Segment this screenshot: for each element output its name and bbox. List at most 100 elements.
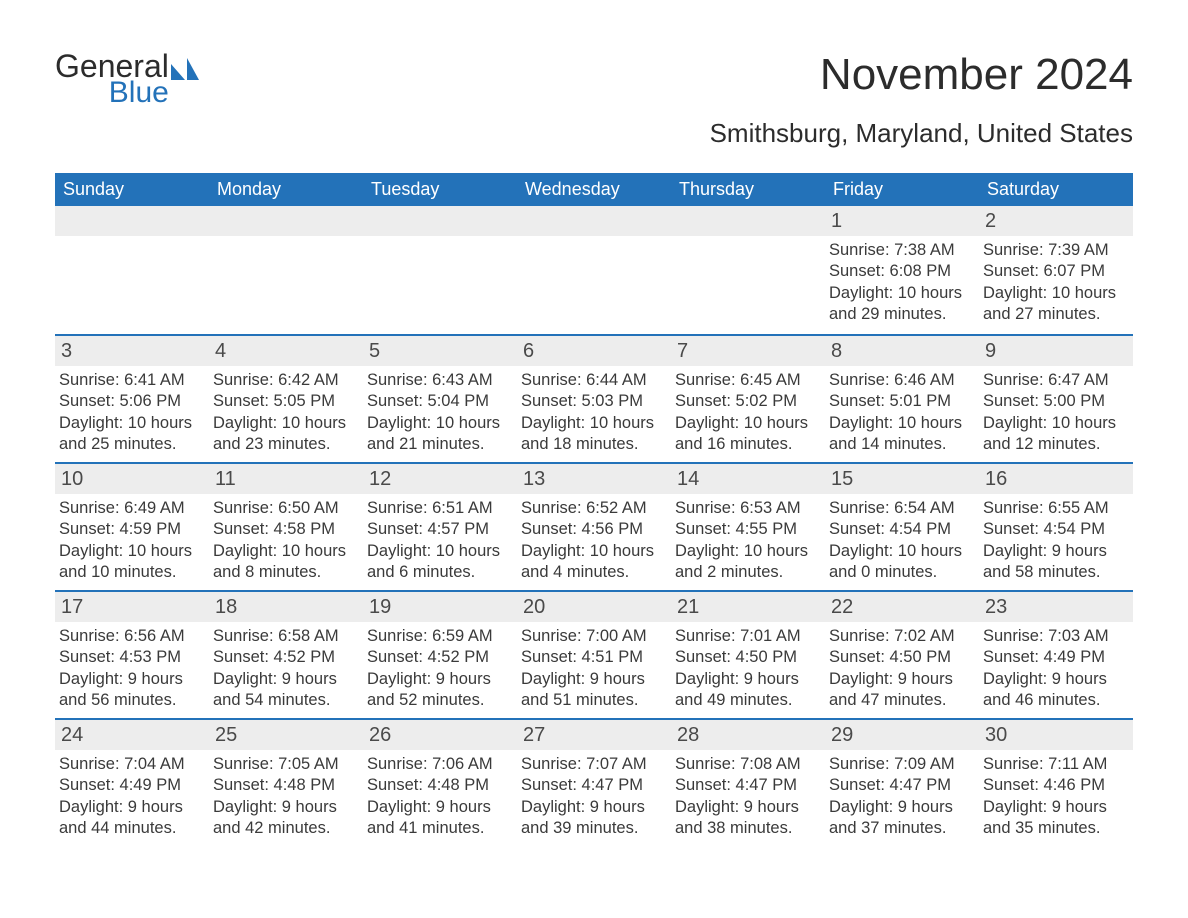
cell-line-day2: and 46 minutes. [983, 690, 1129, 711]
day-number: 11 [209, 464, 363, 494]
cell-line-sunset: Sunset: 6:08 PM [829, 261, 975, 282]
day-number: 9 [979, 336, 1133, 366]
day-number: 27 [517, 720, 671, 750]
cell-body: Sunrise: 6:42 AMSunset: 5:05 PMDaylight:… [209, 370, 363, 460]
cell-line-day1: Daylight: 9 hours [521, 669, 667, 690]
calendar-cell: 11Sunrise: 6:50 AMSunset: 4:58 PMDayligh… [209, 464, 363, 590]
cell-line-day1: Daylight: 10 hours [59, 413, 205, 434]
cell-body: Sunrise: 7:03 AMSunset: 4:49 PMDaylight:… [979, 626, 1133, 716]
cell-line-sunrise: Sunrise: 6:45 AM [675, 370, 821, 391]
day-number: 10 [55, 464, 209, 494]
cell-body: Sunrise: 6:47 AMSunset: 5:00 PMDaylight:… [979, 370, 1133, 460]
cell-line-day1: Daylight: 10 hours [521, 413, 667, 434]
calendar-cell: 12Sunrise: 6:51 AMSunset: 4:57 PMDayligh… [363, 464, 517, 590]
cell-line-day2: and 37 minutes. [829, 818, 975, 839]
calendar-cell: 4 Sunrise: 6:42 AMSunset: 5:05 PMDaylight… [209, 336, 363, 462]
cell-line-sunset: Sunset: 4:54 PM [983, 519, 1129, 540]
cell-line-day1: Daylight: 10 hours [829, 541, 975, 562]
cell-line-day2: and 16 minutes. [675, 434, 821, 455]
cell-line-sunrise: Sunrise: 6:52 AM [521, 498, 667, 519]
day-number [517, 206, 671, 236]
cell-line-day1: Daylight: 9 hours [983, 669, 1129, 690]
cell-body: Sunrise: 7:39 AMSunset: 6:07 PMDaylight:… [979, 240, 1133, 330]
cell-line-day1: Daylight: 9 hours [675, 797, 821, 818]
cell-line-sunset: Sunset: 5:06 PM [59, 391, 205, 412]
cell-line-sunrise: Sunrise: 7:03 AM [983, 626, 1129, 647]
calendar-cell: 30Sunrise: 7:11 AMSunset: 4:46 PMDayligh… [979, 720, 1133, 846]
calendar-cell: 28Sunrise: 7:08 AMSunset: 4:47 PMDayligh… [671, 720, 825, 846]
cell-body: Sunrise: 6:58 AMSunset: 4:52 PMDaylight:… [209, 626, 363, 716]
cell-line-sunset: Sunset: 4:56 PM [521, 519, 667, 540]
day-number: 3 [55, 336, 209, 366]
cell-line-sunrise: Sunrise: 7:09 AM [829, 754, 975, 775]
calendar-cell [517, 206, 671, 334]
cell-line-day2: and 49 minutes. [675, 690, 821, 711]
cell-line-sunrise: Sunrise: 6:58 AM [213, 626, 359, 647]
day-number: 17 [55, 592, 209, 622]
cell-line-sunset: Sunset: 4:48 PM [213, 775, 359, 796]
cell-line-sunrise: Sunrise: 6:49 AM [59, 498, 205, 519]
calendar-cell: 6 Sunrise: 6:44 AMSunset: 5:03 PMDaylight… [517, 336, 671, 462]
day-number: 12 [363, 464, 517, 494]
calendar-week: 24Sunrise: 7:04 AMSunset: 4:49 PMDayligh… [55, 718, 1133, 846]
cell-body: Sunrise: 7:01 AMSunset: 4:50 PMDaylight:… [671, 626, 825, 716]
cell-line-day1: Daylight: 10 hours [213, 541, 359, 562]
cell-line-day2: and 27 minutes. [983, 304, 1129, 325]
cell-line-day1: Daylight: 10 hours [983, 413, 1129, 434]
cell-line-sunrise: Sunrise: 6:44 AM [521, 370, 667, 391]
calendar-cell: 1Sunrise: 7:38 AMSunset: 6:08 PMDaylight… [825, 206, 979, 334]
cell-body: Sunrise: 6:56 AMSunset: 4:53 PMDaylight:… [55, 626, 209, 716]
cell-body: Sunrise: 6:49 AMSunset: 4:59 PMDaylight:… [55, 498, 209, 588]
day-number: 1 [825, 206, 979, 236]
calendar-cell: 7Sunrise: 6:45 AMSunset: 5:02 PMDaylight… [671, 336, 825, 462]
cell-line-day2: and 39 minutes. [521, 818, 667, 839]
cell-line-sunrise: Sunrise: 7:00 AM [521, 626, 667, 647]
cell-line-day2: and 14 minutes. [829, 434, 975, 455]
calendar-cell: 3Sunrise: 6:41 AMSunset: 5:06 PMDaylight… [55, 336, 209, 462]
cell-line-day1: Daylight: 9 hours [521, 797, 667, 818]
cell-line-sunrise: Sunrise: 6:53 AM [675, 498, 821, 519]
cell-body: Sunrise: 7:02 AMSunset: 4:50 PMDaylight:… [825, 626, 979, 716]
cell-body: Sunrise: 6:59 AMSunset: 4:52 PMDaylight:… [363, 626, 517, 716]
cell-line-sunset: Sunset: 5:01 PM [829, 391, 975, 412]
day-number: 26 [363, 720, 517, 750]
cell-line-sunrise: Sunrise: 6:43 AM [367, 370, 513, 391]
cell-body: Sunrise: 7:07 AMSunset: 4:47 PMDaylight:… [517, 754, 671, 844]
calendar-cell: 15Sunrise: 6:54 AMSunset: 4:54 PMDayligh… [825, 464, 979, 590]
day-number: 14 [671, 464, 825, 494]
cell-line-sunset: Sunset: 4:48 PM [367, 775, 513, 796]
cell-line-sunset: Sunset: 4:50 PM [829, 647, 975, 668]
cell-line-sunset: Sunset: 6:07 PM [983, 261, 1129, 282]
day-number: 8 [825, 336, 979, 366]
cell-line-sunset: Sunset: 4:59 PM [59, 519, 205, 540]
cell-line-sunset: Sunset: 4:52 PM [213, 647, 359, 668]
cell-body: Sunrise: 6:46 AMSunset: 5:01 PMDaylight:… [825, 370, 979, 460]
cell-body: Sunrise: 7:09 AMSunset: 4:47 PMDaylight:… [825, 754, 979, 844]
cell-line-sunset: Sunset: 4:53 PM [59, 647, 205, 668]
cell-line-day2: and 42 minutes. [213, 818, 359, 839]
day-header-cell: Monday [209, 173, 363, 206]
cell-line-sunset: Sunset: 4:47 PM [675, 775, 821, 796]
calendar-cell [671, 206, 825, 334]
cell-line-day2: and 51 minutes. [521, 690, 667, 711]
day-header-cell: Sunday [55, 173, 209, 206]
calendar-day-header: SundayMondayTuesdayWednesdayThursdayFrid… [55, 173, 1133, 206]
cell-line-sunset: Sunset: 4:46 PM [983, 775, 1129, 796]
cell-line-day2: and 12 minutes. [983, 434, 1129, 455]
day-number [209, 206, 363, 236]
cell-line-sunrise: Sunrise: 6:51 AM [367, 498, 513, 519]
cell-line-sunset: Sunset: 5:03 PM [521, 391, 667, 412]
cell-line-day1: Daylight: 9 hours [675, 669, 821, 690]
day-number: 4 [209, 336, 363, 366]
calendar-cell: 17 Sunrise: 6:56 AMSunset: 4:53 PMDayligh… [55, 592, 209, 718]
day-number: 19 [363, 592, 517, 622]
day-header-cell: Tuesday [363, 173, 517, 206]
cell-line-day2: and 29 minutes. [829, 304, 975, 325]
cell-line-sunrise: Sunrise: 6:50 AM [213, 498, 359, 519]
calendar-week: 10Sunrise: 6:49 AMSunset: 4:59 PMDayligh… [55, 462, 1133, 590]
calendar-cell: 14Sunrise: 6:53 AMSunset: 4:55 PMDayligh… [671, 464, 825, 590]
calendar-cell: 20Sunrise: 7:00 AMSunset: 4:51 PMDayligh… [517, 592, 671, 718]
cell-line-sunset: Sunset: 4:49 PM [59, 775, 205, 796]
day-number: 6 [517, 336, 671, 366]
cell-body: Sunrise: 6:54 AMSunset: 4:54 PMDaylight:… [825, 498, 979, 588]
